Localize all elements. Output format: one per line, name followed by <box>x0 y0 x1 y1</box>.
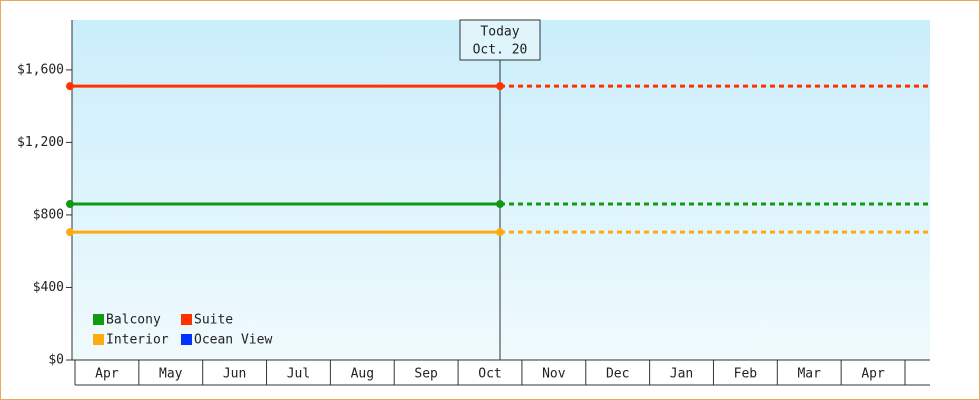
y-tick-label: $1,200 <box>17 135 64 150</box>
y-tick-label: $400 <box>33 280 64 295</box>
price-point <box>496 228 504 237</box>
x-tick-label: Jul <box>287 367 310 382</box>
price-point <box>66 82 74 91</box>
legend-swatch <box>181 314 192 325</box>
x-tick-label: Feb <box>734 367 758 382</box>
legend-label: Balcony <box>106 313 161 328</box>
legend-swatch <box>181 334 192 345</box>
x-tick-label: Nov <box>542 367 566 382</box>
today-box <box>459 19 541 61</box>
y-tick-label: $1,600 <box>17 62 64 77</box>
today-label: Today <box>480 25 519 40</box>
legend-label: Interior <box>106 333 169 348</box>
x-tick-label: Aug <box>351 367 374 382</box>
x-tick-label: Jan <box>670 367 693 382</box>
legend-label: Suite <box>194 313 233 328</box>
x-tick-label: Oct <box>478 367 501 382</box>
price-point <box>66 200 74 209</box>
legend-swatch <box>93 334 104 345</box>
x-tick-label: Apr <box>861 367 885 382</box>
y-tick-label: $0 <box>48 353 64 368</box>
x-tick-label: Mar <box>797 367 821 382</box>
legend-swatch <box>93 314 104 325</box>
x-tick-label: Dec <box>606 367 629 382</box>
price-point <box>496 82 504 91</box>
price-point <box>66 228 74 237</box>
plot-area <box>72 20 930 360</box>
x-tick-label: May <box>159 367 183 382</box>
x-tick-label: Jun <box>223 367 246 382</box>
y-tick-label: $800 <box>33 207 64 222</box>
today-label: Oct. 20 <box>473 43 528 58</box>
x-tick-label: Sep <box>414 367 438 382</box>
x-tick-label: Apr <box>95 367 119 382</box>
legend-label: Ocean View <box>194 333 272 348</box>
price-point <box>496 200 504 209</box>
